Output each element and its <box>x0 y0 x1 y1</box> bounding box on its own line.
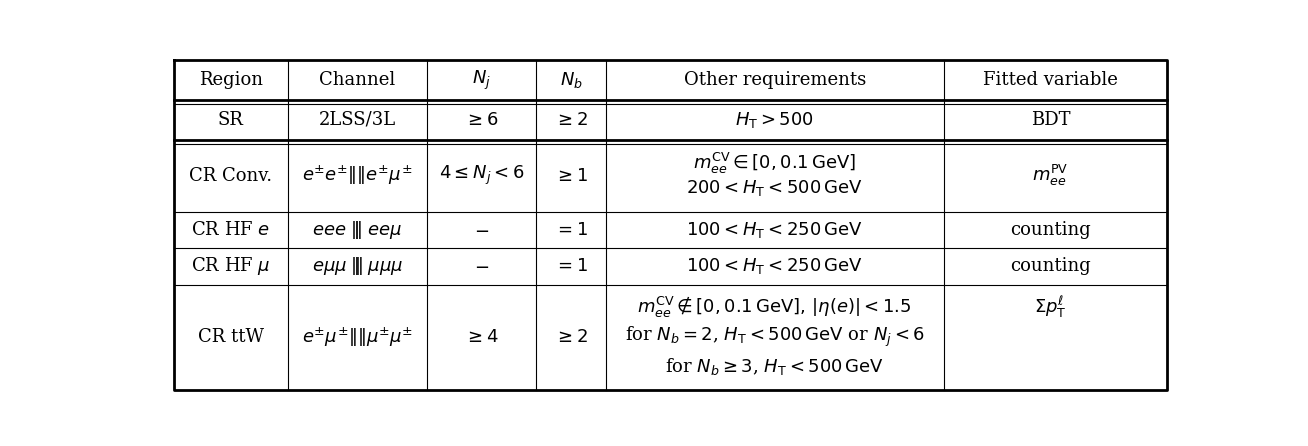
Text: $eee\;{\|}\!\!{\|}\;ee\mu$: $eee\;{\|}\!\!{\|}\;ee\mu$ <box>313 219 403 241</box>
Text: CR Conv.: CR Conv. <box>190 167 272 185</box>
Text: BDT: BDT <box>1031 111 1070 129</box>
Text: $m_{ee}^\mathrm{PV}$: $m_{ee}^\mathrm{PV}$ <box>1032 163 1069 188</box>
Text: $\geq 2$: $\geq 2$ <box>555 111 587 129</box>
Text: $\geq 1$: $\geq 1$ <box>555 167 587 185</box>
Text: $e\mu\mu\;{\|}\!\!{\|}\;\mu\mu\mu$: $e\mu\mu\;{\|}\!\!{\|}\;\mu\mu\mu$ <box>311 256 403 277</box>
Text: $e^{\pm}e^{\pm}{\|}{\|}e^{\pm}\mu^{\pm}$: $e^{\pm}e^{\pm}{\|}{\|}e^{\pm}\mu^{\pm}$ <box>302 164 412 187</box>
Text: Channel: Channel <box>319 71 395 89</box>
Text: $H_\mathrm{T} > 500$: $H_\mathrm{T} > 500$ <box>735 110 814 130</box>
Text: $\geq 6$: $\geq 6$ <box>464 111 498 129</box>
Text: CR ttW: CR ttW <box>198 328 264 347</box>
Text: $N_b$: $N_b$ <box>560 70 582 90</box>
Text: counting: counting <box>1010 257 1091 276</box>
Text: SR: SR <box>218 111 243 129</box>
Text: Other requirements: Other requirements <box>684 71 866 89</box>
Text: $100 < H_\mathrm{T} < 250\,\mathrm{GeV}$: $100 < H_\mathrm{T} < 250\,\mathrm{GeV}$ <box>687 220 863 240</box>
Text: $m_{ee}^\mathrm{CV} \notin [0, 0.1\,\mathrm{GeV}],\,|\eta(e)| < 1.5$: $m_{ee}^\mathrm{CV} \notin [0, 0.1\,\mat… <box>637 295 912 320</box>
Text: $= 1$: $= 1$ <box>555 257 587 276</box>
Text: CR HF $\mu$: CR HF $\mu$ <box>191 256 271 277</box>
Text: $200 < H_\mathrm{T} < 500\,\mathrm{GeV}$: $200 < H_\mathrm{T} < 500\,\mathrm{GeV}$ <box>687 178 863 198</box>
Text: $4 \leq N_j < 6$: $4 \leq N_j < 6$ <box>439 164 525 187</box>
Text: for $N_b = 2$, $H_\mathrm{T} < 500\,\mathrm{GeV}$ or $N_j < 6$: for $N_b = 2$, $H_\mathrm{T} < 500\,\mat… <box>625 325 925 349</box>
Text: $N_j$: $N_j$ <box>472 69 490 92</box>
Text: $100 < H_\mathrm{T} < 250\,\mathrm{GeV}$: $100 < H_\mathrm{T} < 250\,\mathrm{GeV}$ <box>687 256 863 277</box>
Text: $e^{\pm}\mu^{\pm}{\|}{\|}\mu^{\pm}\mu^{\pm}$: $e^{\pm}\mu^{\pm}{\|}{\|}\mu^{\pm}\mu^{\… <box>302 326 413 349</box>
Text: CR HF $e$: CR HF $e$ <box>191 221 271 239</box>
Text: $m_{ee}^\mathrm{CV} \in [0, 0.1\,\mathrm{GeV}]$: $m_{ee}^\mathrm{CV} \in [0, 0.1\,\mathrm… <box>693 151 857 176</box>
Text: $= 1$: $= 1$ <box>555 221 587 239</box>
Text: $\geq 2$: $\geq 2$ <box>555 328 587 347</box>
Text: Region: Region <box>199 71 263 89</box>
Text: $-$: $-$ <box>473 221 489 239</box>
Text: counting: counting <box>1010 221 1091 239</box>
Text: for $N_b \geq 3$, $H_\mathrm{T} < 500\,\mathrm{GeV}$: for $N_b \geq 3$, $H_\mathrm{T} < 500\,\… <box>666 356 884 377</box>
Text: $\Sigma p_\mathrm{T}^{\ell}$: $\Sigma p_\mathrm{T}^{\ell}$ <box>1035 294 1066 321</box>
Text: $\geq 4$: $\geq 4$ <box>464 328 498 347</box>
Text: 2LSS/3L: 2LSS/3L <box>319 111 396 129</box>
Text: Fitted variable: Fitted variable <box>982 71 1118 89</box>
Text: $-$: $-$ <box>473 257 489 276</box>
